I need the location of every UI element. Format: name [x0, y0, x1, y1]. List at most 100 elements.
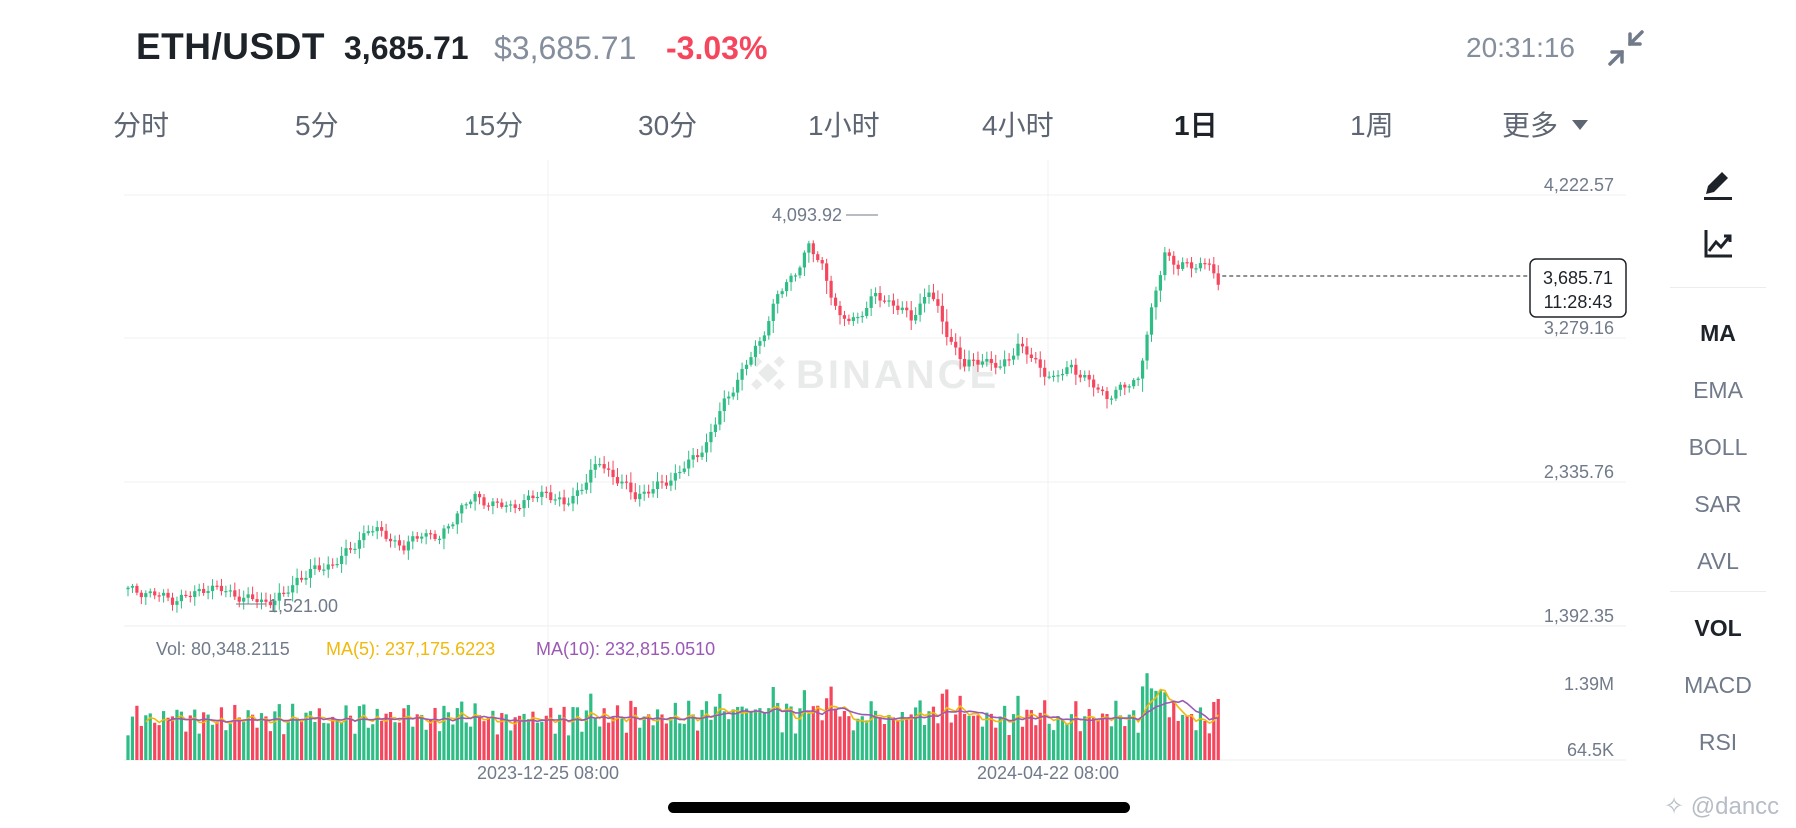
tab-1w[interactable]: 1周: [1350, 110, 1394, 141]
candle-body: [344, 548, 348, 556]
volume-bar: [1141, 686, 1145, 760]
clock-time: 20:31:16: [1466, 32, 1575, 63]
chart-indicator-icon[interactable]: [1700, 226, 1736, 262]
volume-bar: [460, 701, 464, 760]
volume-bar: [687, 700, 691, 760]
volume-series: [126, 673, 1220, 760]
volume-bar: [130, 716, 135, 760]
volume-bar: [1163, 692, 1167, 760]
volume-bar: [491, 710, 495, 760]
volume-bar: [700, 709, 704, 760]
volume-bar: [949, 722, 953, 760]
candle-body: [882, 300, 887, 302]
volume-bar: [166, 717, 170, 760]
volume-bar: [753, 709, 758, 760]
volume-bar: [829, 686, 833, 760]
candle-body: [237, 596, 241, 602]
candle-body: [767, 321, 771, 336]
tab-time-share[interactable]: 分时: [113, 110, 170, 141]
candle-body: [219, 585, 224, 592]
tab-1d[interactable]: 1日: [1174, 110, 1218, 141]
volume-bar: [340, 722, 344, 760]
candle-body: [998, 366, 1002, 368]
volume-bar: [922, 725, 927, 760]
volume-bar: [144, 715, 148, 760]
indicator-ma[interactable]: MA: [1700, 320, 1736, 346]
sidebar-divider: [1670, 287, 1766, 288]
indicator-rsi[interactable]: RSI: [1698, 729, 1738, 755]
collapse-icon[interactable]: [1606, 28, 1646, 68]
candle-body: [166, 592, 170, 598]
indicator-sar[interactable]: SAR: [1694, 491, 1742, 517]
candle-body: [744, 364, 749, 369]
candle-body: [277, 592, 281, 601]
volume-bar: [869, 701, 873, 760]
candle-body: [562, 497, 566, 505]
volume-bar: [1194, 730, 1198, 760]
volume-bar: [918, 700, 922, 760]
tab-30m[interactable]: 30分: [638, 110, 698, 141]
tab-15m[interactable]: 15分: [464, 110, 524, 141]
candle-body: [740, 368, 744, 380]
indicator-ema[interactable]: EMA: [1693, 377, 1743, 403]
candle-body: [531, 495, 535, 499]
candle-body: [1078, 374, 1082, 378]
candle-body: [967, 359, 971, 367]
volume-bar: [535, 722, 539, 760]
high-price-label: 4,093.92: [772, 205, 842, 225]
volume-bar: [455, 708, 459, 760]
volume-bar: [393, 722, 397, 760]
candle-body: [976, 359, 980, 365]
volume-bar: [357, 706, 361, 760]
volume-bar: [976, 715, 980, 760]
candle-body: [816, 254, 820, 261]
volume-bar: [295, 717, 299, 760]
tab-more-label: 更多: [1502, 110, 1559, 141]
candle-body: [691, 455, 695, 460]
indicator-macd[interactable]: MACD: [1684, 672, 1752, 698]
candle-body: [682, 468, 686, 472]
volume-bar: [206, 714, 210, 760]
chart-canvas[interactable]: BINANCE 4,222.57 3,279.16 2,335.76 1,392…: [0, 160, 1640, 800]
candle-body: [1083, 374, 1087, 378]
volume-bar: [847, 716, 851, 760]
volume-bar: [1203, 720, 1207, 760]
price-tick-label: 4,222.57: [1544, 175, 1614, 195]
candle-body: [651, 489, 655, 494]
candle-body: [460, 505, 464, 514]
candle-body: [322, 569, 326, 571]
candle-body: [985, 359, 989, 362]
candle-body: [1025, 346, 1029, 355]
volume-bar: [1167, 717, 1171, 760]
candle-body: [202, 588, 206, 593]
volume-bar: [807, 713, 811, 760]
candle-body: [1074, 364, 1078, 375]
kline-chart[interactable]: BINANCE 4,222.57 3,279.16 2,335.76 1,392…: [0, 160, 1640, 800]
indicator-boll[interactable]: BOLL: [1688, 434, 1748, 460]
volume-bar: [224, 730, 228, 760]
candle-body: [580, 489, 584, 492]
pair-title[interactable]: ETH/USDT: [136, 26, 325, 67]
candle-body: [731, 392, 735, 397]
candle-body: [518, 507, 522, 510]
tab-more[interactable]: 更多: [1502, 104, 1589, 144]
tab-1h[interactable]: 1小时: [808, 110, 880, 141]
tab-5m[interactable]: 5分: [295, 110, 339, 141]
candle-body: [535, 496, 539, 499]
candle-body: [362, 533, 366, 541]
candle-body: [1158, 275, 1162, 291]
indicator-vol[interactable]: VOL: [1694, 615, 1742, 641]
candle-body: [420, 536, 424, 539]
candle-body: [242, 597, 246, 602]
volume-bar: [998, 716, 1002, 760]
binance-logo-icon: [751, 356, 785, 390]
draw-icon[interactable]: [1700, 166, 1736, 202]
candle-body: [1007, 359, 1011, 361]
indicator-avl[interactable]: AVL: [1697, 548, 1739, 574]
candle-body: [958, 347, 962, 359]
tab-4h[interactable]: 4小时: [982, 110, 1054, 141]
volume-bar: [785, 703, 789, 760]
time-tick-label: 2023-12-25 08:00: [477, 763, 619, 783]
volume-bar: [566, 735, 571, 760]
volume-bar: [366, 727, 370, 760]
